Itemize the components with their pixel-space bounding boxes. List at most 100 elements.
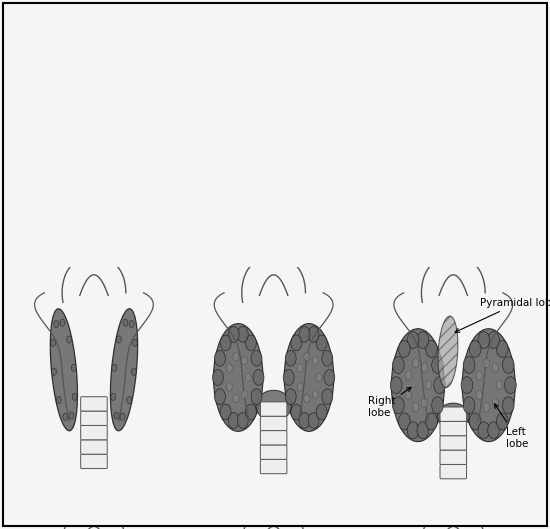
Ellipse shape bbox=[312, 390, 318, 399]
Ellipse shape bbox=[426, 341, 437, 358]
Ellipse shape bbox=[390, 377, 402, 394]
Ellipse shape bbox=[60, 319, 65, 326]
Ellipse shape bbox=[56, 396, 61, 404]
Ellipse shape bbox=[407, 332, 419, 349]
Ellipse shape bbox=[111, 309, 138, 431]
Ellipse shape bbox=[253, 370, 264, 385]
Ellipse shape bbox=[71, 364, 76, 371]
Ellipse shape bbox=[227, 364, 232, 372]
Ellipse shape bbox=[405, 390, 411, 399]
Ellipse shape bbox=[392, 329, 444, 442]
Ellipse shape bbox=[251, 350, 262, 366]
Ellipse shape bbox=[308, 413, 319, 428]
Ellipse shape bbox=[126, 396, 131, 404]
Ellipse shape bbox=[304, 352, 310, 361]
Ellipse shape bbox=[111, 393, 116, 400]
Ellipse shape bbox=[476, 390, 482, 399]
Ellipse shape bbox=[438, 316, 458, 388]
Ellipse shape bbox=[285, 389, 296, 405]
Ellipse shape bbox=[245, 373, 251, 382]
Ellipse shape bbox=[69, 412, 74, 419]
FancyBboxPatch shape bbox=[81, 425, 107, 440]
Ellipse shape bbox=[213, 324, 263, 431]
Ellipse shape bbox=[220, 335, 231, 351]
Ellipse shape bbox=[478, 332, 490, 349]
Ellipse shape bbox=[316, 335, 327, 351]
Ellipse shape bbox=[308, 326, 319, 342]
Ellipse shape bbox=[496, 380, 503, 390]
Ellipse shape bbox=[228, 413, 239, 428]
Ellipse shape bbox=[463, 397, 475, 414]
FancyBboxPatch shape bbox=[260, 416, 287, 431]
Ellipse shape bbox=[412, 359, 419, 368]
Ellipse shape bbox=[393, 397, 404, 414]
FancyBboxPatch shape bbox=[260, 431, 287, 445]
Ellipse shape bbox=[399, 341, 410, 358]
Ellipse shape bbox=[132, 339, 138, 346]
Ellipse shape bbox=[123, 319, 128, 326]
Ellipse shape bbox=[426, 413, 437, 430]
FancyBboxPatch shape bbox=[440, 422, 466, 436]
Ellipse shape bbox=[241, 357, 248, 365]
Ellipse shape bbox=[220, 404, 231, 420]
Ellipse shape bbox=[256, 390, 292, 421]
Ellipse shape bbox=[245, 335, 256, 351]
Ellipse shape bbox=[462, 329, 515, 442]
Ellipse shape bbox=[421, 363, 428, 372]
Ellipse shape bbox=[503, 357, 514, 373]
Ellipse shape bbox=[432, 357, 443, 373]
Text: Pyramidal lobe: Pyramidal lobe bbox=[455, 298, 550, 332]
Ellipse shape bbox=[299, 326, 310, 342]
FancyBboxPatch shape bbox=[440, 450, 466, 464]
FancyBboxPatch shape bbox=[81, 440, 107, 454]
Ellipse shape bbox=[120, 413, 125, 421]
Ellipse shape bbox=[434, 377, 446, 394]
Ellipse shape bbox=[497, 413, 508, 430]
Ellipse shape bbox=[251, 389, 262, 405]
Ellipse shape bbox=[488, 332, 499, 349]
Ellipse shape bbox=[469, 413, 481, 430]
Ellipse shape bbox=[212, 370, 223, 385]
Ellipse shape bbox=[291, 404, 302, 420]
Ellipse shape bbox=[304, 394, 310, 403]
FancyBboxPatch shape bbox=[81, 411, 107, 425]
Text: Left
lobe: Left lobe bbox=[494, 404, 529, 449]
FancyBboxPatch shape bbox=[440, 407, 466, 421]
Ellipse shape bbox=[478, 422, 490, 439]
FancyBboxPatch shape bbox=[260, 402, 287, 416]
Ellipse shape bbox=[72, 393, 77, 400]
Ellipse shape bbox=[425, 380, 432, 390]
Ellipse shape bbox=[463, 357, 475, 373]
Ellipse shape bbox=[227, 382, 232, 391]
Ellipse shape bbox=[50, 309, 78, 431]
Ellipse shape bbox=[407, 422, 419, 439]
Ellipse shape bbox=[461, 377, 473, 394]
Ellipse shape bbox=[112, 364, 117, 371]
Ellipse shape bbox=[497, 341, 508, 358]
Text: Right
lobe: Right lobe bbox=[368, 387, 411, 418]
Ellipse shape bbox=[417, 422, 428, 439]
Ellipse shape bbox=[312, 357, 318, 365]
FancyBboxPatch shape bbox=[260, 459, 287, 473]
Ellipse shape bbox=[483, 359, 490, 368]
Ellipse shape bbox=[233, 352, 239, 361]
FancyBboxPatch shape bbox=[81, 454, 107, 469]
Ellipse shape bbox=[492, 398, 498, 407]
Ellipse shape bbox=[241, 390, 248, 399]
Ellipse shape bbox=[503, 397, 514, 414]
Ellipse shape bbox=[483, 403, 490, 412]
Ellipse shape bbox=[237, 326, 248, 342]
Ellipse shape bbox=[322, 389, 333, 405]
Ellipse shape bbox=[228, 326, 239, 342]
Ellipse shape bbox=[399, 413, 410, 430]
Ellipse shape bbox=[54, 321, 59, 327]
Ellipse shape bbox=[492, 363, 498, 372]
Ellipse shape bbox=[237, 413, 248, 428]
FancyBboxPatch shape bbox=[440, 464, 466, 479]
Ellipse shape bbox=[52, 368, 57, 376]
Ellipse shape bbox=[285, 350, 296, 366]
Ellipse shape bbox=[291, 335, 302, 351]
Ellipse shape bbox=[284, 324, 334, 431]
Ellipse shape bbox=[417, 332, 428, 349]
Ellipse shape bbox=[283, 370, 294, 385]
